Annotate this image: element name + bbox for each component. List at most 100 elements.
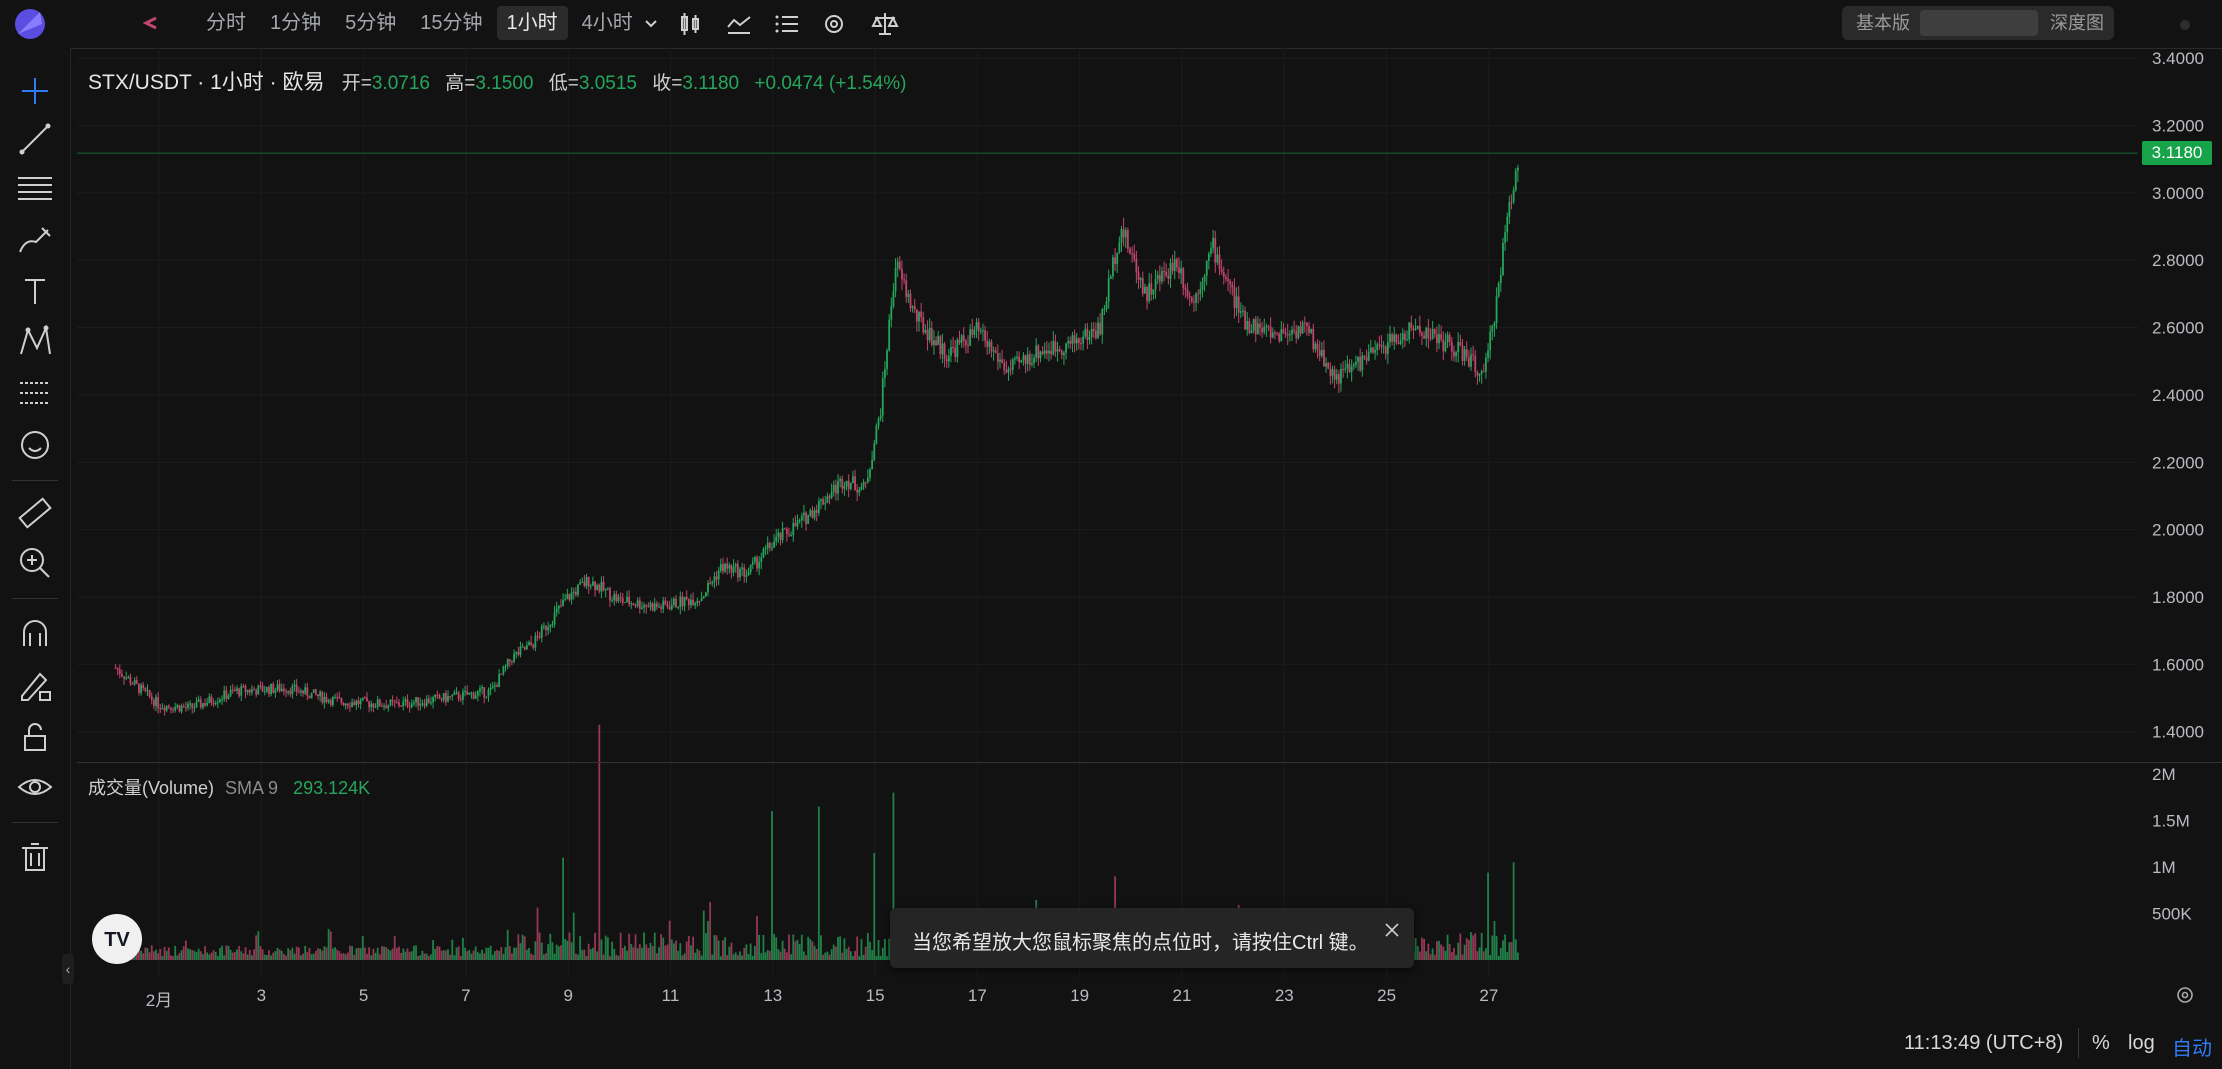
more-intervals-chevron-icon[interactable] xyxy=(636,9,666,39)
clock-readout[interactable]: 11:13:49 (UTC+8) xyxy=(1904,1032,2064,1054)
magnet-icon[interactable] xyxy=(16,616,54,654)
candle-body xyxy=(668,606,671,610)
close-icon[interactable] xyxy=(1382,920,1402,940)
crosshair-icon[interactable] xyxy=(16,72,54,110)
candle-body xyxy=(673,598,675,605)
volume-bar xyxy=(159,948,162,960)
back-arrow-icon[interactable] xyxy=(140,12,162,34)
candle-body xyxy=(1175,259,1178,268)
volume-bar xyxy=(172,956,174,960)
indicators-icon[interactable] xyxy=(724,9,754,39)
trend-line-icon[interactable] xyxy=(16,120,54,158)
candle-body xyxy=(1028,354,1031,365)
tradingview-logo-icon[interactable]: TV xyxy=(92,914,142,964)
time-axis[interactable]: 2月 3 5 7 9 11 13 15 17 19 21 23 25 27 xyxy=(77,978,2138,1014)
candle-body xyxy=(728,565,731,569)
candle-style-icon[interactable] xyxy=(675,9,705,39)
volume-bar xyxy=(489,945,492,960)
settings-dot-icon[interactable] xyxy=(2174,14,2196,36)
eye-icon[interactable] xyxy=(16,768,54,806)
pane-divider[interactable] xyxy=(77,762,2222,763)
volume-bar xyxy=(722,940,724,960)
candle-body xyxy=(240,686,243,696)
candle-body xyxy=(1312,328,1315,350)
volume-bar xyxy=(647,947,650,960)
text-tool-icon[interactable] xyxy=(16,272,54,310)
axis-settings-gear-icon[interactable] xyxy=(2174,984,2196,1006)
candle-body xyxy=(268,686,270,695)
volume-bar xyxy=(711,954,714,960)
view-mode-switch[interactable]: 基本版 深度图 xyxy=(1842,6,2114,40)
price-axis[interactable]: 3.4000 3.2000 3.0000 2.8000 2.6000 2.4000 2.20… xyxy=(2138,48,2222,978)
time-tick-label: 21 xyxy=(1172,986,1192,1005)
volume-bar xyxy=(481,949,483,960)
mode-basic-option[interactable]: 基本版 xyxy=(1856,13,1910,33)
volume-bar xyxy=(306,951,309,960)
gear-icon[interactable] xyxy=(819,9,849,39)
brush-icon[interactable] xyxy=(16,220,54,258)
volume-bar xyxy=(1461,954,1464,960)
interval-15m[interactable]: 15分钟 xyxy=(420,12,483,34)
candle-body xyxy=(133,680,136,685)
candle-body xyxy=(841,479,844,489)
candle-body xyxy=(547,627,550,631)
volume-bar xyxy=(805,955,807,960)
interval-1h[interactable]: 1小时 xyxy=(496,6,568,40)
volume-bar xyxy=(142,953,145,960)
candle-body xyxy=(517,652,520,655)
candle-body xyxy=(152,699,155,706)
collapse-toolbar-arrow-icon[interactable]: ‹ xyxy=(62,954,74,984)
candle-body xyxy=(886,350,888,370)
candle-body xyxy=(193,707,196,709)
volume-bar xyxy=(468,949,471,960)
volume-bar xyxy=(323,946,326,960)
unlock-icon[interactable] xyxy=(16,718,54,756)
lock-drawing-icon[interactable] xyxy=(16,666,54,704)
emoji-icon[interactable] xyxy=(16,426,54,464)
trash-icon[interactable] xyxy=(16,838,54,876)
candle-body xyxy=(415,697,417,703)
volume-bar xyxy=(1514,939,1517,960)
candle-body xyxy=(602,581,605,591)
price-chart[interactable] xyxy=(77,48,2138,978)
candle-body xyxy=(600,581,603,592)
interval-5m[interactable]: 5分钟 xyxy=(345,12,397,34)
interval-1m[interactable]: 1分钟 xyxy=(270,12,322,34)
list-settings-icon[interactable] xyxy=(772,9,802,39)
candle-body xyxy=(1476,371,1479,376)
volume-bar xyxy=(732,954,735,960)
candle-body xyxy=(677,607,680,609)
zoom-in-icon[interactable] xyxy=(16,544,54,582)
interval-4h[interactable]: 4小时 xyxy=(581,12,633,34)
candle-body xyxy=(555,608,558,613)
candle-body xyxy=(909,293,912,308)
ruler-icon[interactable] xyxy=(16,494,54,532)
volume-bar xyxy=(626,950,628,960)
candle-body xyxy=(849,482,852,490)
pattern-tool-icon[interactable] xyxy=(16,322,54,360)
volume-bar xyxy=(717,940,720,960)
volume-bar xyxy=(1423,938,1426,960)
volume-bar xyxy=(549,933,552,960)
auto-scale-toggle[interactable]: 自动 xyxy=(2172,1038,2212,1060)
interval-tick[interactable]: 分时 xyxy=(206,12,246,34)
mode-depth-option[interactable]: 深度图 xyxy=(2050,13,2104,33)
volume-bar xyxy=(694,952,697,960)
candle-body xyxy=(1112,257,1114,277)
candle-body xyxy=(1063,352,1065,356)
bottom-divider xyxy=(2078,1028,2079,1058)
candle-body xyxy=(743,567,746,577)
volume-bar xyxy=(658,947,660,960)
percent-scale-toggle[interactable]: % xyxy=(2092,1032,2110,1054)
candle-body xyxy=(1178,267,1180,274)
volume-bar xyxy=(636,948,639,960)
candle-body xyxy=(457,692,460,700)
horizontal-lines-icon[interactable] xyxy=(16,170,54,208)
log-scale-toggle[interactable]: log xyxy=(2128,1032,2155,1054)
fib-levels-icon[interactable] xyxy=(16,374,54,412)
volume-bar xyxy=(557,946,560,960)
candle-body xyxy=(1397,342,1400,344)
scale-balance-icon[interactable] xyxy=(870,9,900,39)
volume-bar xyxy=(504,947,507,960)
candle-body xyxy=(400,705,403,707)
